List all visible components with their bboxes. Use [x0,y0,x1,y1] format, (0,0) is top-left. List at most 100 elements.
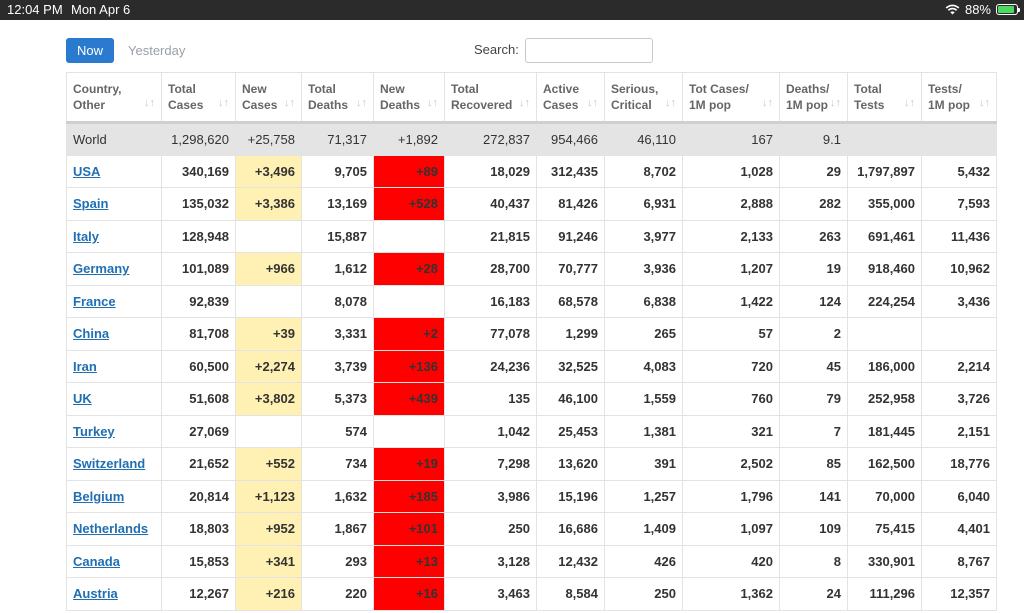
column-header[interactable]: New Deaths ↓↑ [373,72,445,124]
column-header[interactable]: Tests/1M pop ↓↑ [921,72,997,124]
data-cell: +2 [373,317,445,351]
data-cell: +19 [373,447,445,481]
data-cell: 1,362 [682,577,780,611]
data-cell: +89 [373,154,445,188]
search-input[interactable] [525,38,653,63]
country-link[interactable]: France [73,293,116,309]
column-header-label: Tests/ [928,82,962,96]
column-header-label: Cases [168,98,204,112]
now-tab-button[interactable]: Now [66,38,114,63]
yesterday-tab-button[interactable]: Yesterday [128,43,186,58]
data-cell: 20,814 [161,479,236,513]
table-row: Netherlands 18,803 +952 1,867 +101 250 16,686 1… [66,512,997,546]
country-cell: Netherlands [66,512,162,546]
search-label: Search: [474,42,519,57]
data-cell: 70,000 [847,479,922,513]
column-header[interactable]: Total Tests ↓↑ [847,72,922,124]
sort-icon[interactable]: ↓↑ [587,97,598,109]
column-header[interactable]: Serious, Critical ↓↑ [604,72,683,124]
data-cell: 135,032 [161,187,236,221]
data-cell: +185 [373,479,445,513]
column-header[interactable]: Deaths/1M pop ↓↑ [779,72,848,124]
data-cell: 68,578 [536,284,605,318]
country-link[interactable]: USA [73,163,101,179]
data-cell: 272,837 [444,122,537,156]
data-cell: 426 [604,544,683,578]
data-cell: 24,236 [444,349,537,383]
data-cell: 15,196 [536,479,605,513]
column-header-label: Deaths [380,98,421,112]
country-link[interactable]: China [73,326,110,342]
country-link[interactable]: Spain [73,196,109,212]
data-cell: 1,422 [682,284,780,318]
data-cell: 141 [779,479,848,513]
country-link[interactable]: Turkey [73,423,115,439]
column-header[interactable]: Tot Cases/1M pop ↓↑ [682,72,780,124]
data-cell: 1,257 [604,479,683,513]
sort-icon[interactable]: ↓↑ [830,97,841,109]
sort-icon[interactable]: ↓↑ [284,97,295,109]
data-cell: 1,612 [301,252,374,286]
column-header-label: New [380,82,405,96]
data-cell: 1,632 [301,479,374,513]
column-header[interactable]: New Cases ↓↑ [235,72,302,124]
sort-icon[interactable]: ↓↑ [519,97,530,109]
sort-icon[interactable]: ↓↑ [427,97,438,109]
country-link[interactable]: Iran [73,358,97,374]
data-cell: 25,453 [536,414,605,448]
sort-icon[interactable]: ↓↑ [665,97,676,109]
country-link[interactable]: Belgium [73,488,125,504]
data-cell: 135 [444,382,537,416]
data-cell: 16,183 [444,284,537,318]
data-cell: +552 [235,447,302,481]
data-cell: 79 [779,382,848,416]
column-header[interactable]: Total Cases ↓↑ [161,72,236,124]
data-cell: 918,460 [847,252,922,286]
country-link[interactable]: Canada [73,553,120,569]
data-cell: +3,386 [235,187,302,221]
sort-icon[interactable]: ↓↑ [762,97,773,109]
data-cell: +528 [373,187,445,221]
data-cell: 1,867 [301,512,374,546]
data-cell: 186,000 [847,349,922,383]
data-cell: +39 [235,317,302,351]
data-cell: 3,331 [301,317,374,351]
column-header-label: Total [451,82,479,96]
data-cell: 2,502 [682,447,780,481]
table-row: Switzerland 21,652 +552 734 +19 7,298 13,620 39… [66,447,997,481]
column-header[interactable]: Country, Other ↓↑ [66,72,162,124]
data-cell: +1,892 [373,122,445,156]
data-cell: +16 [373,577,445,611]
data-cell: 3,739 [301,349,374,383]
data-cell: 11,436 [921,219,997,253]
country-link[interactable]: Italy [73,228,100,244]
sort-icon[interactable]: ↓↑ [218,97,229,109]
data-cell: 12,432 [536,544,605,578]
data-cell [847,317,922,351]
status-time: 12:04 PM [7,2,63,17]
table-row: Austria 12,267 +216 220 +16 3,463 8,584 250 1,36… [66,577,997,611]
sort-icon[interactable]: ↓↑ [356,97,367,109]
data-cell: 128,948 [161,219,236,253]
data-cell: 21,815 [444,219,537,253]
sort-icon[interactable]: ↓↑ [979,97,990,109]
country-link[interactable]: UK [73,391,92,407]
data-cell: 7 [779,414,848,448]
country-link[interactable]: Switzerland [73,456,146,472]
country-link[interactable]: Austria [73,586,118,602]
country-link[interactable]: Netherlands [73,521,149,537]
data-cell: 355,000 [847,187,922,221]
column-header[interactable]: Total Deaths ↓↑ [301,72,374,124]
country-link[interactable]: Germany [73,261,130,277]
sort-icon[interactable]: ↓↑ [904,97,915,109]
column-header[interactable]: Total Recovered ↓↑ [444,72,537,124]
status-bar: 12:04 PM Mon Apr 6 88% [0,0,1024,20]
data-cell: 21,652 [161,447,236,481]
data-cell: 18,803 [161,512,236,546]
data-cell: 574 [301,414,374,448]
country-cell: Italy [66,219,162,253]
data-cell: 263 [779,219,848,253]
sort-icon[interactable]: ↓↑ [144,97,155,109]
country-cell: Belgium [66,479,162,513]
column-header[interactable]: Active Cases ↓↑ [536,72,605,124]
